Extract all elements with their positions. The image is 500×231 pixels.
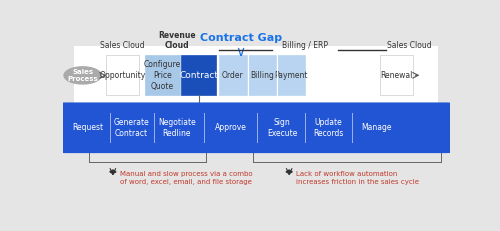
FancyBboxPatch shape: [146, 55, 180, 95]
Text: Sign
Execute: Sign Execute: [267, 118, 298, 138]
FancyBboxPatch shape: [53, 102, 460, 153]
Text: Manage: Manage: [361, 123, 392, 132]
Text: Request: Request: [72, 123, 104, 132]
Text: ∨: ∨: [236, 45, 246, 59]
Text: Order: Order: [222, 71, 244, 80]
Text: Sales
Process: Sales Process: [68, 69, 98, 82]
Text: Billing: Billing: [250, 71, 274, 80]
Polygon shape: [110, 170, 116, 173]
FancyBboxPatch shape: [74, 46, 438, 103]
Text: Billing / ERP: Billing / ERP: [282, 41, 328, 50]
Text: Renewal: Renewal: [380, 71, 412, 80]
Text: Payment: Payment: [274, 71, 308, 80]
Text: Generate
Contract: Generate Contract: [114, 118, 150, 138]
Circle shape: [64, 67, 101, 84]
Text: Update
Records: Update Records: [313, 118, 343, 138]
Text: Lack of workflow automation
increases friction in the sales cycle: Lack of workflow automation increases fr…: [296, 171, 419, 185]
FancyBboxPatch shape: [106, 55, 138, 95]
FancyBboxPatch shape: [380, 55, 412, 95]
FancyBboxPatch shape: [277, 55, 305, 95]
Text: Contract: Contract: [180, 71, 218, 80]
Text: Manual and slow process via a combo
of word, excel, email, and file storage: Manual and slow process via a combo of w…: [120, 171, 252, 185]
Text: Negotiate
Redline: Negotiate Redline: [158, 118, 196, 138]
Text: Revenue
Cloud: Revenue Cloud: [158, 30, 196, 50]
Text: Approve: Approve: [215, 123, 247, 132]
Text: Opportunity: Opportunity: [100, 71, 146, 80]
FancyBboxPatch shape: [182, 55, 216, 95]
Text: Sales Cloud: Sales Cloud: [387, 41, 432, 50]
Text: Sales Cloud: Sales Cloud: [100, 41, 145, 50]
Text: Configure
Price
Quote: Configure Price Quote: [144, 60, 181, 91]
Polygon shape: [286, 170, 292, 173]
FancyBboxPatch shape: [248, 55, 276, 95]
Text: Contract Gap: Contract Gap: [200, 33, 282, 43]
FancyBboxPatch shape: [219, 55, 247, 95]
